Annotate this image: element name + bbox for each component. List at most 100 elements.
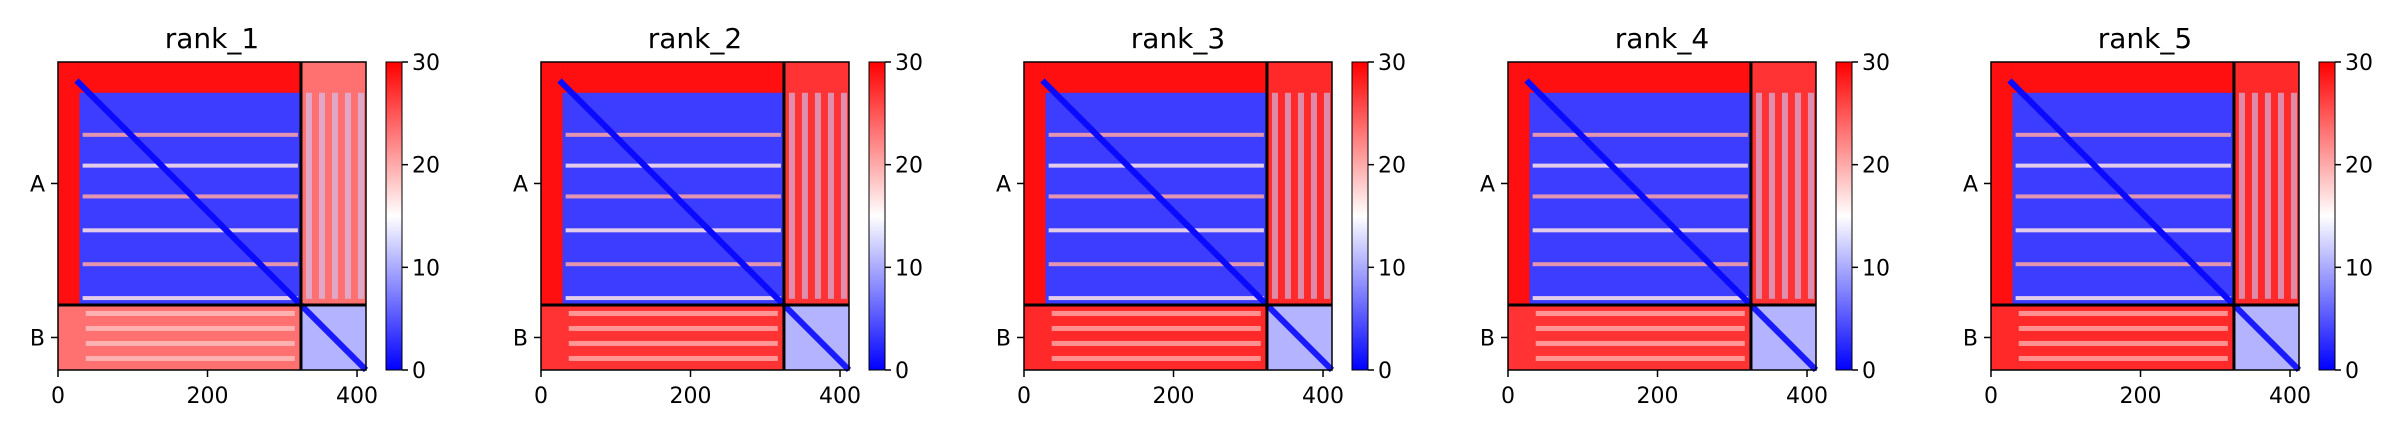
chain-label-B: B — [996, 326, 1011, 351]
heatmap-body — [1508, 62, 1819, 373]
colorbar-tick-label: 0 — [412, 359, 426, 384]
aa-streak — [1532, 132, 1748, 137]
ab-stripe — [1807, 92, 1814, 299]
ba-stripe — [568, 310, 778, 316]
colorbar-tick-label: 20 — [412, 154, 440, 179]
nterm-col-band — [1508, 62, 1530, 305]
panel-title: rank_4 — [1615, 22, 1709, 55]
aa-streak — [1532, 262, 1748, 267]
aa-diagonal — [1040, 78, 1270, 308]
aa-streak — [2015, 132, 2231, 137]
ab-stripe — [814, 92, 821, 299]
panel-rank_1: rank_1 0 200 400 A B 0 10 20 30 — [30, 22, 440, 409]
ab-stripe — [788, 92, 795, 299]
aa-streak — [1532, 163, 1748, 168]
ba-stripe — [1535, 325, 1745, 331]
colorbar-frame — [1835, 61, 1853, 371]
colorbar-tick-label: 30 — [1378, 51, 1406, 76]
aa-diagonal — [74, 78, 304, 308]
aa-streak — [1532, 228, 1748, 233]
aa-streak — [1048, 132, 1264, 137]
colorbar-tick-label: 10 — [412, 256, 440, 281]
aa-streak — [1048, 228, 1264, 233]
colorbar-tick-label: 30 — [1862, 51, 1890, 76]
aa-streak — [565, 228, 781, 233]
aa-diagonal — [557, 78, 787, 308]
ab-stripe — [357, 92, 364, 299]
ab-stripe — [331, 92, 338, 299]
ab-stripe — [1310, 92, 1317, 299]
bb-diagonal — [1748, 302, 1819, 373]
bb-diagonal — [1264, 302, 1335, 373]
colorbar-frame — [2318, 61, 2336, 371]
heatmap-body — [58, 62, 369, 373]
nterm-col-band — [541, 62, 563, 305]
colorbar-tick-label: 10 — [1378, 256, 1406, 281]
colorbar: 0 10 20 30 — [1351, 51, 1406, 384]
axes-frame — [1023, 61, 1333, 371]
ba-stripe — [2018, 310, 2228, 316]
aa-streak — [2015, 228, 2231, 233]
x-tick-label: 200 — [670, 384, 712, 409]
colorbar: 0 10 20 30 — [868, 51, 923, 384]
colorbar-gradient — [1352, 62, 1368, 370]
ba-stripe — [2018, 340, 2228, 346]
ab-stripe — [1284, 92, 1291, 299]
aa-streak — [2015, 262, 2231, 267]
panel-rank_5: rank_5 0 200 400 A B 0 10 20 30 — [1963, 22, 2373, 409]
colorbar: 0 10 20 30 — [2318, 51, 2373, 384]
ab-stripe — [840, 92, 847, 299]
colorbar-frame — [385, 61, 403, 371]
chain-label-A: A — [1480, 172, 1495, 197]
x-tick-label: 400 — [336, 384, 378, 409]
colorbar-tick-label: 20 — [2345, 154, 2373, 179]
x-tick-label: 200 — [1153, 384, 1195, 409]
nterm-row-band — [1508, 62, 1751, 93]
ba-stripe — [1051, 355, 1261, 361]
ab-stripe — [1755, 92, 1762, 299]
panel-rank_4: rank_4 0 200 400 A B 0 10 20 30 — [1480, 22, 1890, 409]
x-tick-label: 0 — [51, 384, 65, 409]
panel-title: rank_2 — [648, 22, 742, 55]
ab-stripe — [1768, 92, 1775, 299]
panel-rank_2: rank_2 0 200 400 A B 0 10 20 30 — [513, 22, 923, 409]
aa-streak — [82, 163, 298, 168]
ba-stripe — [1051, 325, 1261, 331]
x-tick-label: 200 — [1637, 384, 1679, 409]
colorbar-tick-label: 10 — [895, 256, 923, 281]
nterm-col-band — [1024, 62, 1046, 305]
colorbar-tick-label: 0 — [1378, 359, 1392, 384]
chain-label-B: B — [30, 326, 45, 351]
colorbar-tick-label: 0 — [1862, 359, 1876, 384]
ab-stripe — [344, 92, 351, 299]
colorbar-frame — [1351, 61, 1369, 371]
heatmap-body — [1024, 62, 1335, 373]
ba-stripe — [568, 340, 778, 346]
ab-stripe — [318, 92, 325, 299]
ba-stripe — [2018, 325, 2228, 331]
chain-label-A: A — [513, 172, 528, 197]
chain-label-A: A — [30, 172, 45, 197]
chain-label-B: B — [1480, 326, 1495, 351]
panel-title: rank_3 — [1131, 22, 1225, 55]
x-tick-label: 200 — [2120, 384, 2162, 409]
axes-frame — [1507, 61, 1817, 371]
aa-streak — [565, 262, 781, 267]
aa-streak — [82, 132, 298, 137]
colorbar: 0 10 20 30 — [385, 51, 440, 384]
nterm-row-band — [58, 62, 301, 93]
heatmap-body — [541, 62, 852, 373]
aa-streak — [1048, 262, 1264, 267]
ba-stripe — [1535, 340, 1745, 346]
nterm-row-band — [1991, 62, 2234, 93]
axes-frame — [540, 61, 850, 371]
bb-diagonal — [298, 302, 369, 373]
colorbar: 0 10 20 30 — [1835, 51, 1890, 384]
nterm-row-band — [541, 62, 784, 93]
panel-title: rank_1 — [165, 22, 259, 55]
x-tick-label: 400 — [1302, 384, 1344, 409]
ab-stripe — [1271, 92, 1278, 299]
x-tick-label: 0 — [534, 384, 548, 409]
bb-diagonal — [781, 302, 852, 373]
nterm-col-band — [58, 62, 80, 305]
